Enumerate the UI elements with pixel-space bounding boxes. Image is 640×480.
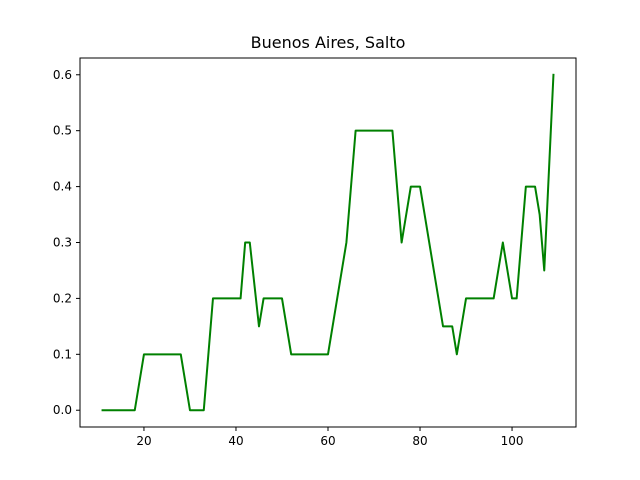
y-tick-label: 0.1 <box>53 347 72 361</box>
chart-title: Buenos Aires, Salto <box>250 33 406 52</box>
y-tick-label: 0.2 <box>53 291 72 305</box>
y-tick-label: 0.0 <box>53 403 72 417</box>
y-tick-label: 0.6 <box>53 68 72 82</box>
y-tick-label: 0.5 <box>53 124 72 138</box>
y-tick-label: 0.3 <box>53 236 72 250</box>
x-tick-label: 100 <box>501 434 524 448</box>
x-tick-label: 60 <box>320 434 335 448</box>
x-tick-label: 80 <box>412 434 427 448</box>
y-tick-label: 0.4 <box>53 180 72 194</box>
axes: 20 40 60 80 100 0.0 0.1 0.2 0.3 0.4 0.5 0.6 <box>53 57 577 448</box>
x-tick-label: 20 <box>136 434 151 448</box>
plot-frame <box>79 57 577 428</box>
plot-content <box>101 73 555 412</box>
series-line-0 <box>101 73 555 412</box>
x-tick-label: 40 <box>228 434 243 448</box>
